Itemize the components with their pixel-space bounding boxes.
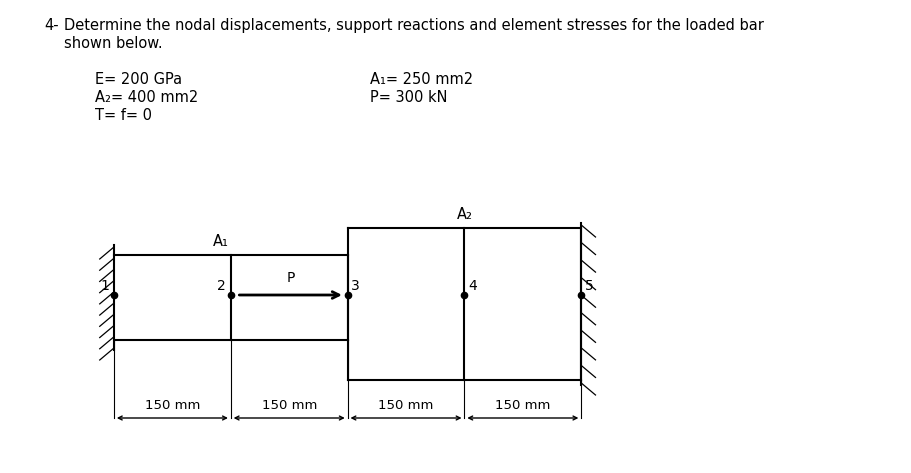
Text: 150 mm: 150 mm (496, 399, 550, 412)
Text: 2: 2 (218, 279, 226, 293)
Text: A₁= 250 mm2: A₁= 250 mm2 (371, 72, 474, 87)
Text: 5: 5 (585, 279, 594, 293)
Text: 150 mm: 150 mm (145, 399, 200, 412)
Text: 150 mm: 150 mm (378, 399, 434, 412)
Text: 150 mm: 150 mm (261, 399, 317, 412)
Text: shown below.: shown below. (64, 36, 162, 51)
Text: Determine the nodal displacements, support reactions and element stresses for th: Determine the nodal displacements, suppo… (64, 18, 763, 33)
Text: 4-: 4- (45, 18, 59, 33)
Text: 3: 3 (352, 279, 360, 293)
Text: P: P (286, 271, 295, 285)
Text: T= f= 0: T= f= 0 (95, 108, 152, 123)
Text: A₂= 400 mm2: A₂= 400 mm2 (95, 90, 199, 105)
Text: 4: 4 (468, 279, 477, 293)
Text: E= 200 GPa: E= 200 GPa (95, 72, 182, 87)
Text: P= 300 kN: P= 300 kN (371, 90, 448, 105)
Text: A₁: A₁ (213, 234, 230, 249)
Text: 1: 1 (101, 279, 109, 293)
Text: A₂: A₂ (456, 207, 473, 222)
